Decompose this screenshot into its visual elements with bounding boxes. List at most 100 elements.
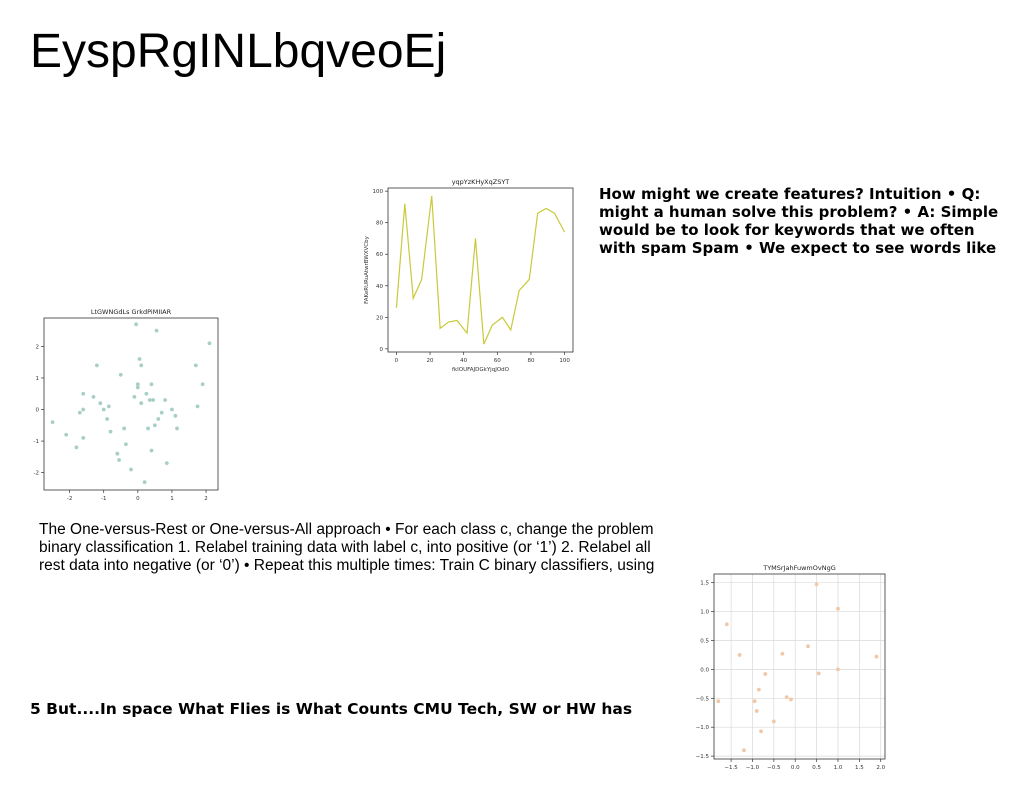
scatter-point [716, 699, 721, 704]
text-line: would be to look for keywords that we of… [599, 221, 975, 239]
text-line: rest data into negative (or ‘0’) • Repea… [39, 557, 655, 574]
x-tick-label: 0 [395, 358, 399, 364]
y-tick-label: 1.5 [700, 581, 709, 587]
scatter-point [135, 385, 140, 390]
y-tick-label: 20 [376, 315, 383, 321]
scatter-point [132, 394, 137, 399]
scatter-point [836, 606, 840, 611]
scatter-point [105, 417, 110, 421]
x-tick-label: -1 [101, 496, 106, 502]
y-tick-label: 0 [380, 347, 384, 353]
scatter-point [163, 398, 168, 402]
scatter-point [784, 695, 789, 700]
plot-frame [43, 317, 219, 491]
scatter-point [724, 622, 729, 627]
scatter-point [123, 442, 128, 447]
slide-title: EyspRgINLbqveoEj [30, 25, 447, 78]
y-tick-label: 1 [36, 376, 40, 382]
scatter-point [106, 404, 111, 409]
scatter-point [152, 423, 157, 428]
scatter-point [173, 413, 178, 418]
y-tick-label: 60 [376, 252, 383, 258]
y-tick-label: 0.0 [700, 667, 709, 673]
scatter-point [101, 407, 106, 412]
x-tick-label: 0.0 [791, 765, 800, 771]
scatter-point [816, 671, 821, 676]
y-tick-label: 0 [36, 408, 40, 414]
x-tick-label: 2.0 [876, 765, 885, 771]
scatter-point [142, 480, 147, 485]
scatter-point [115, 451, 120, 456]
y-tick-label: −1.5 [696, 754, 710, 760]
text-line: might a human solve this problem? • A: S… [599, 203, 999, 221]
scatter-chart-right: −1.5 −1.0 −0.5 0.0 0.5 1.0 1.5 2.0 −1.5 −1.0 −0.5 0… [696, 564, 886, 771]
x-tick-label: 0 [136, 496, 140, 502]
scatter-point [200, 382, 205, 387]
y-tick-label: 80 [376, 221, 383, 227]
scatter-point [81, 391, 86, 396]
x-tick-label: 2 [204, 496, 208, 502]
y-tick-label: 1.0 [700, 610, 709, 616]
scatter-point [151, 398, 156, 402]
scatter-point [139, 363, 144, 368]
x-tick-label: −1.5 [724, 765, 738, 771]
scatter-point [789, 697, 793, 702]
scatter-point [149, 382, 154, 387]
scatter-point [146, 426, 150, 431]
plot-frame [713, 573, 886, 760]
scatter-point [144, 391, 149, 396]
line-chart: 0 20 40 60 80 100 0 20 40 60 80 100 yqpYzKHyXqZSYT fk… [364, 178, 574, 373]
text-line: with spam Spam • We expect to see words … [599, 239, 997, 257]
scatter-point [139, 401, 144, 406]
scatter-point [874, 654, 879, 659]
scatter-point [134, 322, 139, 327]
scatter-chart-left: -2 -1 0 1 2 -2 -1 0 1 2 LtGWNGdLs GrkdPiMIIAR [34, 308, 219, 502]
scatter-point [122, 426, 127, 431]
scatter-point [175, 426, 179, 431]
scatter-point [806, 644, 810, 649]
text-block-ovr: The One-versus-Rest or One-versus-All ap… [39, 521, 679, 575]
scatter-point [91, 394, 96, 399]
chart-title: LtGWNGdLs GrkdPiMIIAR [91, 308, 172, 316]
scatter-point [50, 420, 55, 425]
scatter-point [108, 429, 113, 434]
scatter-point [814, 582, 819, 587]
scatter-point [147, 398, 152, 402]
scatter-point [156, 417, 161, 421]
scatter-point [193, 363, 198, 368]
scatter-point [159, 410, 164, 415]
scatter-point [771, 719, 776, 724]
y-tick-label: -1 [34, 439, 39, 445]
x-tick-label: −0.5 [767, 765, 781, 771]
scatter-point [81, 407, 86, 412]
y-tick-label: −1.0 [696, 725, 710, 731]
plot-frame [387, 187, 574, 353]
scatter-point [117, 458, 121, 462]
y-tick-label: 2 [36, 344, 40, 350]
scatter-point [94, 363, 99, 368]
scatter-point [137, 357, 142, 361]
scatter-point [742, 748, 746, 753]
y-tick-label: 100 [373, 189, 384, 195]
scatter-point [118, 372, 123, 377]
scatter-point [759, 729, 763, 734]
text-block-space: 5 But....In space What Flies is What Cou… [30, 700, 633, 718]
series-line [395, 195, 566, 345]
scatter-point [752, 699, 757, 704]
x-tick-label: 0.5 [812, 765, 821, 771]
y-tick-label: 40 [376, 284, 383, 290]
scatter-point [98, 401, 103, 406]
x-tick-label: 1.5 [855, 765, 864, 771]
x-tick-label: 80 [527, 358, 534, 364]
text-block-features: How might we create features? Intuition … [599, 185, 1024, 257]
scatter-point [74, 445, 79, 450]
text-line: The One-versus-Rest or One-versus-All ap… [39, 521, 654, 538]
scatter-point [64, 432, 69, 437]
text-line: binary classification 1. Relabel trainin… [39, 539, 651, 556]
scatter-point [129, 467, 133, 472]
y-tick-label: 0.5 [700, 638, 709, 644]
scatter-point [195, 404, 200, 409]
scatter-point [207, 341, 212, 346]
scatter-point [756, 687, 761, 692]
scatter-point [170, 407, 174, 412]
